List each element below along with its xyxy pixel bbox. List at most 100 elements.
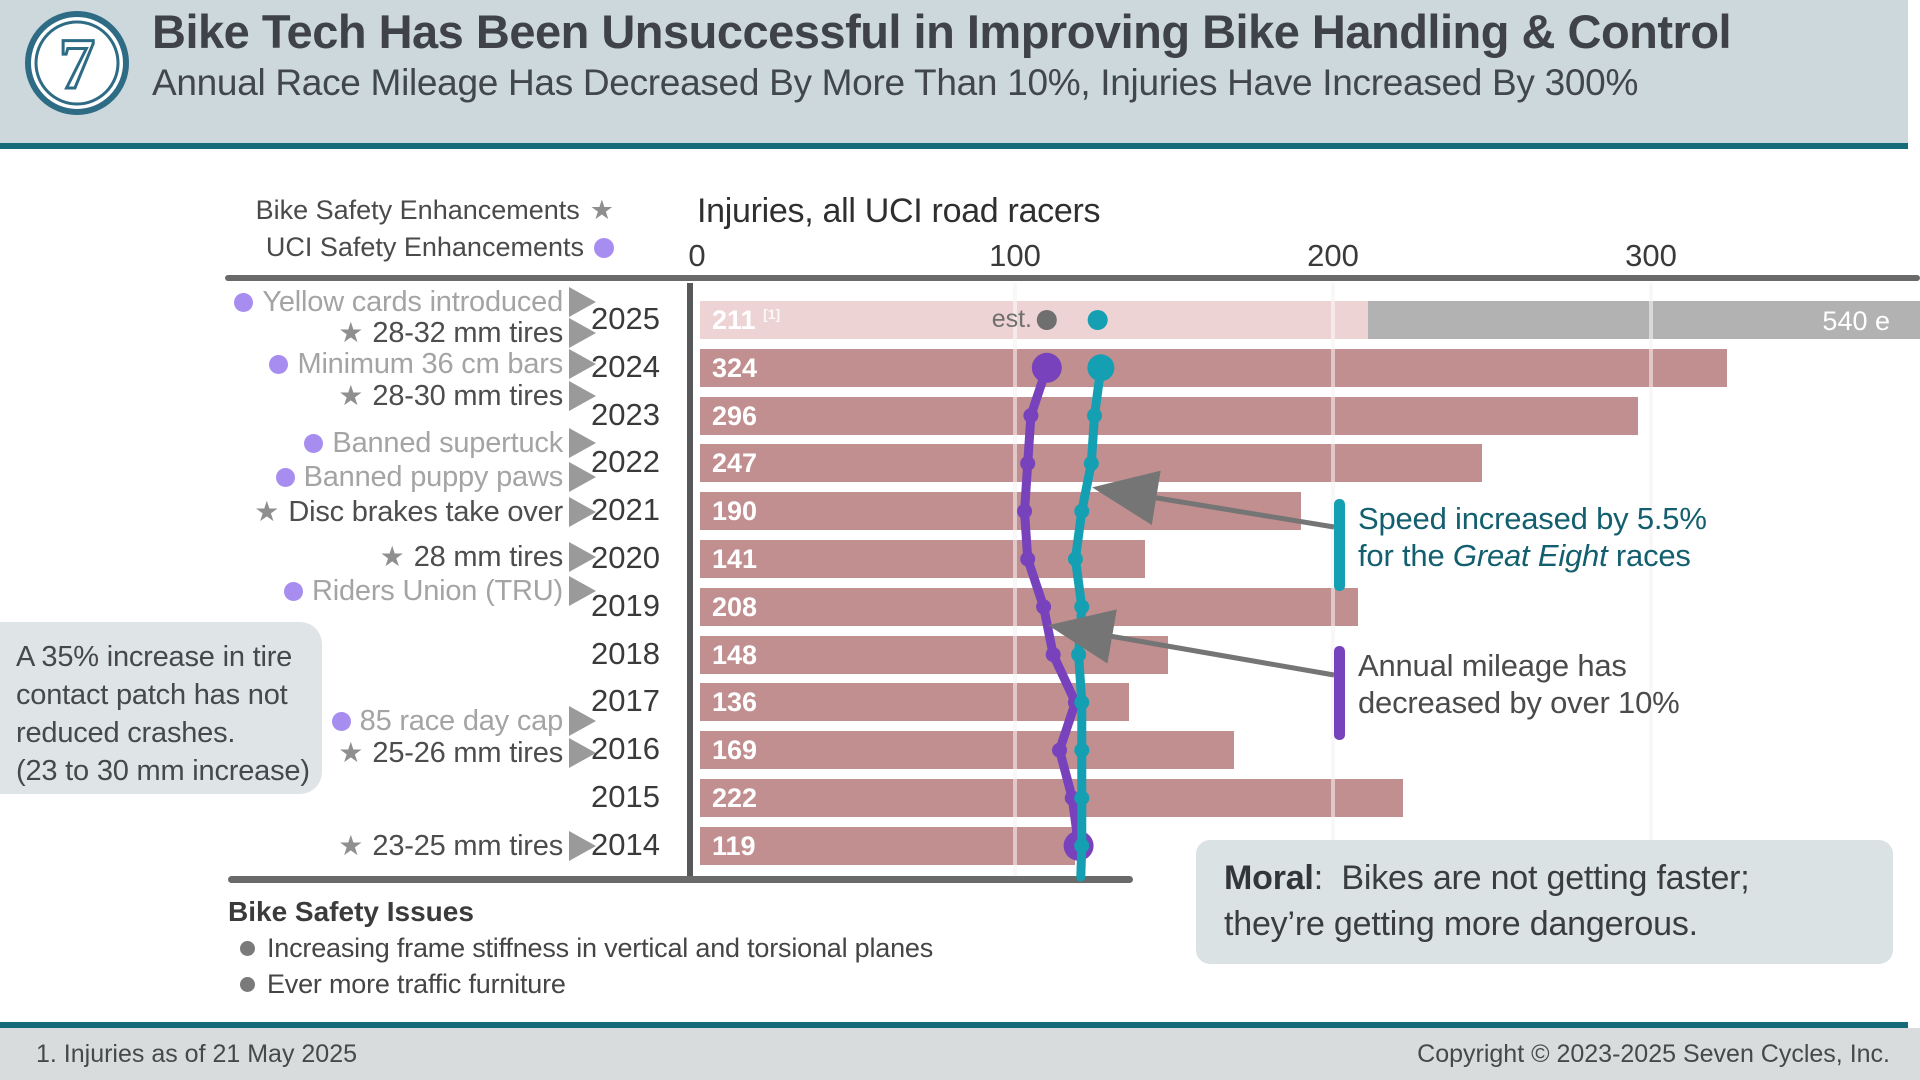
event-arrow-icon (569, 428, 596, 458)
injury-bar: 324 (700, 348, 1727, 387)
bar-value-label: 296 (712, 400, 758, 431)
event-label: 28-30 mm tires (372, 379, 563, 412)
event-arrow-icon (569, 542, 596, 572)
event-row: ★ Disc brakes take over (0, 494, 563, 530)
bar-value-label: 141 (712, 544, 758, 574)
year-label: 2016 (591, 731, 660, 767)
year-label: 2023 (591, 396, 660, 432)
event-label: Banned supertuck (332, 426, 563, 459)
event-arrow-icon (569, 462, 596, 492)
bullet-dot-icon (240, 976, 255, 992)
event-row: ★ 28-30 mm tires (0, 378, 563, 414)
chart-bottom-axis-line (228, 876, 1133, 883)
page-title: Bike Tech Has Been Unsuccessful in Impro… (152, 5, 1732, 58)
axis-tick-label: 100 (989, 238, 1041, 273)
injury-bar: 296 (700, 396, 1638, 435)
year-label: 2020 (591, 540, 660, 575)
event-arrow-icon (569, 738, 596, 768)
tire-note-line: (23 to 30 mm increase) (16, 755, 310, 787)
injury-bar: 247 (700, 444, 1482, 483)
injury-bar: 141 (700, 540, 1145, 578)
purple-dot-icon (594, 237, 614, 258)
gridline-highlight (1013, 283, 1017, 876)
issue-text: Ever more traffic furniture (267, 968, 566, 999)
year-label: 2022 (591, 444, 660, 480)
year-label: 2017 (591, 683, 660, 719)
injury-bar: 208 (700, 587, 1358, 626)
tire-note-line: contact patch has not (16, 679, 288, 711)
logo-seven-glyph: 7 (59, 24, 95, 104)
bar-value-label: 148 (712, 639, 758, 670)
gridline-highlight (1649, 283, 1653, 876)
star-icon: ★ (338, 317, 364, 348)
axis-tick-label: 300 (1625, 238, 1677, 273)
purple-dot-icon (275, 467, 295, 487)
chart-y-axis-line (687, 283, 693, 876)
tire-note-box: A 35% increase in tire contact patch has … (0, 622, 322, 794)
star-icon: ★ (254, 496, 280, 527)
footer-divider (0, 1022, 1908, 1028)
event-row: Minimum 36 cm bars (0, 346, 563, 382)
event-arrow-icon (569, 576, 596, 606)
event-label: Yellow cards introduced (262, 285, 563, 318)
issue-item: Ever more traffic furniture (240, 967, 566, 1001)
event-label: Disc brakes take over (288, 495, 563, 528)
bar-value-label: 324 (712, 352, 758, 383)
full-year-estimate-label: 540 e (1822, 306, 1890, 336)
year-label: 2021 (591, 492, 660, 528)
injury-bar: 119 (700, 826, 1075, 865)
footer (0, 1028, 1920, 1080)
bar-value-label: 136 (712, 687, 758, 718)
full-year-estimate-bar: 540 e (1368, 301, 1920, 339)
star-icon: ★ (338, 830, 364, 861)
event-label: 28-32 mm tires (372, 316, 563, 349)
event-arrow-icon (569, 706, 596, 736)
event-label: 23-25 mm tires (372, 829, 563, 862)
speed-annotation-bar (1334, 499, 1345, 591)
page-subtitle: Annual Race Mileage Has Decreased By Mor… (152, 61, 1639, 103)
event-row: ★ 28-32 mm tires (0, 315, 563, 351)
bullet-dot-icon (240, 940, 255, 956)
star-icon: ★ (589, 195, 614, 225)
event-label: 28 mm tires (413, 540, 563, 573)
marker-legend: Bike Safety Enhancements ★ UCI Safety En… (222, 192, 614, 266)
bar-value-label: 222 (712, 783, 758, 813)
tire-note-text: A 35% increase in tire contact patch has … (16, 638, 322, 790)
year-label: 2014 (591, 826, 660, 862)
year-label: 2019 (591, 587, 660, 623)
header-titles: Bike Tech Has Been Unsuccessful in Impro… (152, 5, 1732, 104)
event-row: ★ 25-26 mm tires (0, 735, 563, 771)
event-row: Riders Union (TRU) (0, 573, 563, 609)
legend-uci-safety: UCI Safety Enhancements (222, 229, 614, 266)
year-label: 2025 (591, 301, 660, 336)
purple-dot-icon (284, 581, 303, 601)
event-arrow-icon (569, 381, 596, 411)
purple-dot-icon (331, 711, 351, 731)
injury-bar: 222 (700, 779, 1403, 817)
legend-uci-safety-label: UCI Safety Enhancements (265, 232, 584, 262)
mileage-annotation-line1: Annual mileage has (1358, 648, 1627, 683)
seven-cycles-logo-icon: 7 (24, 10, 130, 116)
mileage-annotation-line2: decreased by over 10% (1358, 685, 1680, 720)
moral-box: Moral: Bikes are not getting faster; they… (1196, 840, 1893, 964)
event-arrow-icon (569, 318, 596, 348)
header: 7 Bike Tech Has Been Unsuccessful in Imp… (0, 0, 1908, 149)
speed-annotation-line1: Speed increased by 5.5% (1358, 501, 1707, 536)
axis-tick-label: 0 (688, 238, 706, 273)
event-arrow-icon (569, 287, 596, 317)
legend-bike-safety: Bike Safety Enhancements ★ (222, 192, 614, 229)
injury-bar: 169 (700, 731, 1234, 770)
event-label: 85 race day cap (359, 704, 564, 737)
issue-item: Increasing frame stiffness in vertical a… (240, 931, 933, 965)
axis-tick-label: 200 (1307, 238, 1359, 273)
injury-bar: 136 (700, 683, 1129, 722)
event-row: 85 race day cap (0, 703, 563, 739)
mileage-annotation-bar (1334, 646, 1345, 740)
logo-inner-ring (34, 20, 120, 106)
event-row: ★ 23-25 mm tires (0, 828, 563, 864)
mileage-annotation: Annual mileage has decreased by over 10% (1358, 647, 1680, 721)
moral-text: Moral: Bikes are not getting faster; they… (1224, 859, 1750, 943)
purple-dot-icon (304, 433, 324, 453)
purple-dot-icon (234, 292, 254, 312)
